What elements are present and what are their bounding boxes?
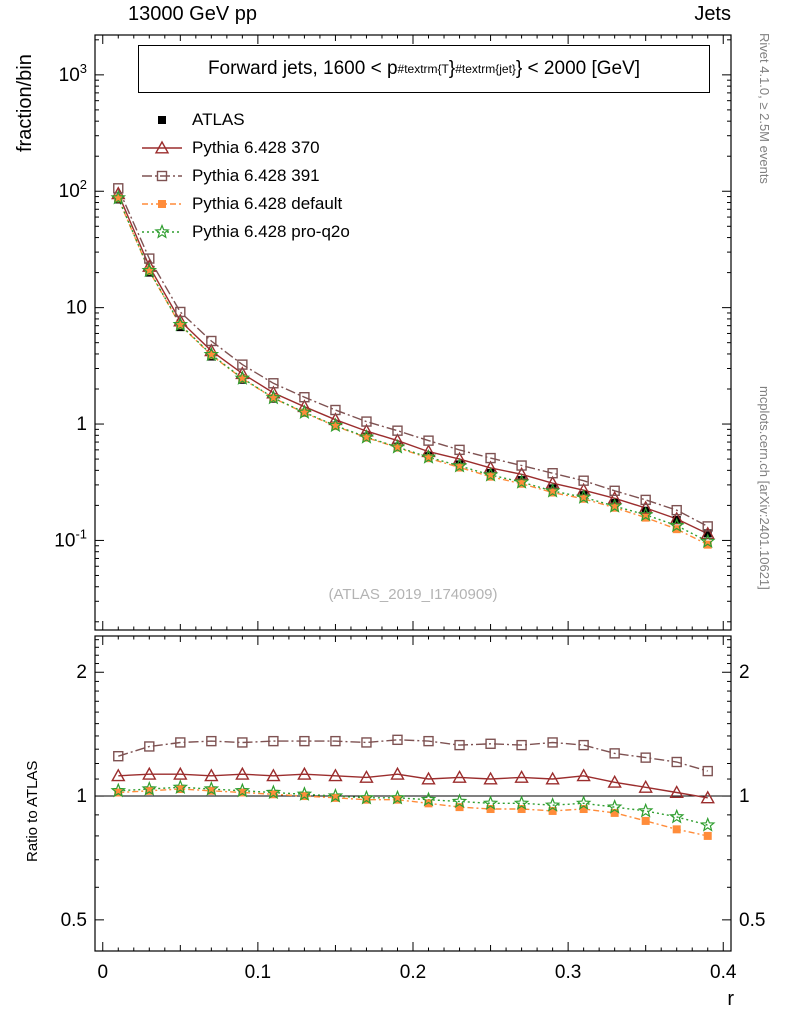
legend-label: Pythia 6.428 pro-q2o (192, 222, 350, 241)
legend-item-pythia-391: Pythia 6.428 391 (140, 162, 350, 190)
legend-label: Pythia 6.428 391 (192, 166, 320, 185)
ratio-y-tick-label: 1 (739, 786, 750, 807)
plot-title-brace: } (448, 58, 456, 79)
y-tick-label: 102 (59, 177, 87, 202)
legend-item-pythia-default: Pythia 6.428 default (140, 190, 350, 218)
x-tick-label: 0.3 (555, 962, 581, 983)
y-tick-label: 103 (59, 61, 87, 86)
pythia-370-marker-icon (142, 140, 182, 154)
atlas-marker-icon (158, 116, 166, 124)
y-tick-label: 1 (76, 414, 87, 435)
mcplots-citation-label: mcplots.cern.ch [arXiv:2401.10621] (757, 386, 772, 590)
plot-title-prefix: Forward jets, 1600 < p (207, 58, 398, 79)
pythia-default-marker-icon (142, 200, 182, 208)
legend-label: Pythia 6.428 370 (192, 138, 320, 157)
pythia-391-marker-icon (142, 170, 182, 182)
rivet-version-label: Rivet 4.1.0, ≥ 2.5M events (757, 33, 772, 184)
x-tick-label: 0.2 (400, 962, 426, 983)
legend: ATLAS Pythia 6.428 370 Pythia 6.428 391 … (140, 106, 350, 246)
analysis-id-watermark: (ATLAS_2019_I1740909) (328, 586, 498, 603)
axes (94, 34, 732, 952)
beam-energy-label: 13000 GeV pp (128, 3, 257, 25)
analysis-group-label: Jets (694, 3, 731, 25)
legend-item-pythia-pro-q2o: Pythia 6.428 pro-q2o (140, 218, 350, 246)
ratio-y-tick-label: 2 (739, 662, 750, 683)
plot-title-sup: #textrm{jet} (455, 62, 516, 76)
ratio-y-tick-label: 0.5 (739, 910, 765, 931)
plot-title-sub: #textrm{T (397, 62, 449, 76)
y-tick-label: 10-1 (54, 526, 87, 551)
x-tick-label: 0 (97, 962, 108, 983)
y-axis-label-ratio: Ratio to ATLAS (24, 760, 41, 862)
legend-item-atlas: ATLAS (140, 106, 350, 134)
legend-label: Pythia 6.428 default (192, 194, 343, 213)
plot-title: Forward jets, 1600 < p #textrm{T} #textrm{… (138, 45, 710, 93)
data-series (95, 183, 731, 840)
x-axis-label: r (727, 988, 734, 1010)
y-tick-label: 10 (66, 298, 87, 319)
x-tick-label: 0.1 (245, 962, 271, 983)
legend-item-pythia-370: Pythia 6.428 370 (140, 134, 350, 162)
x-tick-label: 0.4 (710, 962, 737, 983)
ratio-y-tick-label: 2 (76, 662, 87, 683)
y-axis-label-main: fraction/bin (14, 54, 36, 152)
legend-label: ATLAS (192, 110, 245, 129)
ratio-y-tick-label: 1 (76, 786, 87, 807)
ratio-y-tick-label: 0.5 (61, 910, 87, 931)
plot-title-suffix: } < 2000 [GeV] (515, 58, 641, 79)
pythia-pro-q2o-marker-icon (142, 223, 182, 239)
